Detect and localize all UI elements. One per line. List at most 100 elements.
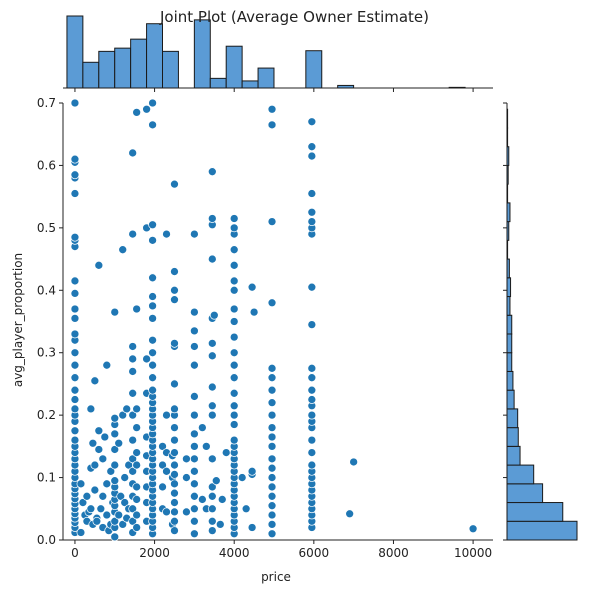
scatter-point xyxy=(190,429,199,439)
scatter-point xyxy=(106,466,116,476)
scatter-point xyxy=(116,491,126,501)
y-axis-label: avg_player_proportion xyxy=(11,253,25,387)
scatter-point xyxy=(70,98,80,108)
marginal-y-bar xyxy=(506,277,512,298)
scatter-point xyxy=(162,229,171,239)
scatter-point xyxy=(190,442,199,451)
scatter-point xyxy=(229,317,239,326)
scatter-point xyxy=(190,529,199,539)
scatter-point xyxy=(182,473,191,482)
scatter-point xyxy=(190,229,199,239)
scatter-point xyxy=(128,410,138,420)
scatter-point xyxy=(90,376,100,386)
scatter-point xyxy=(148,360,157,370)
scatter-point xyxy=(190,392,199,401)
scatter-point xyxy=(98,454,108,464)
scatter-point xyxy=(229,360,239,370)
scatter-point xyxy=(307,142,317,152)
scatter-point xyxy=(110,413,120,423)
scatter-point xyxy=(198,495,207,504)
marginal-y-bar xyxy=(506,239,509,260)
scatter-point xyxy=(229,373,239,383)
marginal-x-bar xyxy=(193,19,211,89)
scatter-point xyxy=(229,245,239,255)
marginal-y-bar xyxy=(506,427,519,447)
scatter-point xyxy=(267,510,277,520)
y-tick-label: 0.5 xyxy=(37,221,56,235)
scatter-point xyxy=(229,214,239,223)
scatter-point xyxy=(158,442,167,451)
scatter-point xyxy=(267,442,277,451)
y-tick-label: 0.3 xyxy=(37,346,56,360)
scatter-point xyxy=(207,382,217,392)
scatter-point xyxy=(170,295,179,304)
marginal-y-bar xyxy=(506,164,509,185)
scatter-point xyxy=(148,220,157,230)
scatter-point xyxy=(132,423,142,432)
scatter-point xyxy=(94,426,104,436)
marginal-y-bar xyxy=(506,314,513,335)
marginal-x-bar xyxy=(209,77,227,89)
scatter-point xyxy=(170,435,179,445)
scatter-point xyxy=(148,385,157,395)
scatter-point xyxy=(170,448,179,457)
scatter-point xyxy=(170,267,179,276)
scatter-point xyxy=(207,504,217,514)
scatter-point xyxy=(132,460,142,470)
y-tick-label: 0.0 xyxy=(37,533,56,547)
scatter-point xyxy=(148,301,157,311)
marginal-x-bar xyxy=(98,50,116,89)
scatter-point xyxy=(100,432,110,442)
scatter-point xyxy=(229,285,239,295)
scatter-point xyxy=(267,432,277,442)
scatter-point xyxy=(190,504,199,514)
marginal-y-bar xyxy=(506,370,514,391)
scatter-point xyxy=(182,454,191,464)
scatter-point xyxy=(132,510,142,520)
scatter-point xyxy=(114,510,124,520)
x-tick-label: 2000 xyxy=(139,546,170,560)
scatter-point xyxy=(70,314,80,323)
scatter-point xyxy=(307,410,317,420)
scatter-point xyxy=(148,314,157,323)
scatter-point xyxy=(70,232,80,242)
scatter-point xyxy=(170,498,179,507)
scatter-point xyxy=(307,373,317,383)
scatter-point xyxy=(267,120,277,130)
scatter-point xyxy=(198,423,207,432)
scatter-point xyxy=(170,479,179,489)
scatter-point xyxy=(98,491,108,501)
scatter-point xyxy=(468,524,478,534)
scatter-point xyxy=(182,507,191,517)
scatter-point xyxy=(148,373,157,383)
scatter-point xyxy=(148,120,157,130)
marginal-y-bar xyxy=(506,183,509,204)
scatter-point xyxy=(128,466,138,476)
scatter-point xyxy=(307,448,317,457)
scatter-point xyxy=(132,482,142,492)
scatter-point xyxy=(120,498,130,507)
scatter-point xyxy=(349,457,358,467)
scatter-point xyxy=(70,404,80,414)
scatter-point xyxy=(132,495,142,504)
scatter-point xyxy=(229,276,239,286)
scatter-point xyxy=(267,104,277,114)
scatter-point xyxy=(170,470,179,479)
scatter-point xyxy=(88,438,98,448)
scatter-point xyxy=(201,442,211,451)
y-tick-label: 0.6 xyxy=(37,158,56,172)
scatter-point xyxy=(110,445,120,454)
marginal-x-bar xyxy=(257,67,275,89)
scatter-point xyxy=(142,354,151,364)
scatter-point xyxy=(70,276,80,286)
scatter-point xyxy=(267,454,277,464)
scatter-point xyxy=(148,235,157,245)
scatter-point xyxy=(132,108,142,117)
marginal-y-bar xyxy=(506,296,511,316)
marginal-x-bar xyxy=(162,50,179,89)
scatter-point xyxy=(267,217,277,226)
scatter-point xyxy=(110,307,120,317)
scatter-point xyxy=(267,410,277,420)
scatter-point xyxy=(128,342,138,351)
